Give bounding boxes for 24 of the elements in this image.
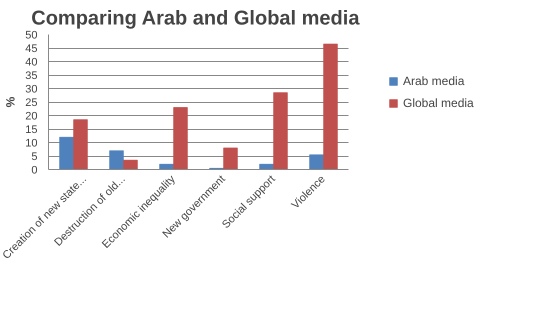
y-tick-label: 20 xyxy=(25,110,38,122)
legend-label: Arab media xyxy=(403,74,464,88)
y-tick-label: 10 xyxy=(25,138,38,150)
bar xyxy=(223,148,238,170)
bar xyxy=(273,92,288,170)
bar xyxy=(309,154,324,170)
chart-title: Comparing Arab and Global media xyxy=(31,8,360,30)
y-tick-label: 45 xyxy=(25,43,38,55)
bar xyxy=(323,44,338,170)
y-tick-label: 15 xyxy=(25,124,38,136)
legend-label: Global media xyxy=(403,96,474,110)
bar xyxy=(59,136,74,170)
y-tick-label: 35 xyxy=(25,70,38,82)
y-tick-label: 50 xyxy=(25,30,38,42)
y-tick-label: 5 xyxy=(31,151,38,163)
y-tick-label: 30 xyxy=(25,84,38,96)
bar xyxy=(123,160,138,170)
y-tick-label: 40 xyxy=(25,56,38,68)
y-tick-label: 25 xyxy=(25,97,38,109)
bar xyxy=(73,119,88,170)
y-tick-label: 0 xyxy=(31,164,38,176)
y-axis-title: % xyxy=(3,96,18,108)
bar xyxy=(173,107,188,170)
bar xyxy=(109,150,124,170)
